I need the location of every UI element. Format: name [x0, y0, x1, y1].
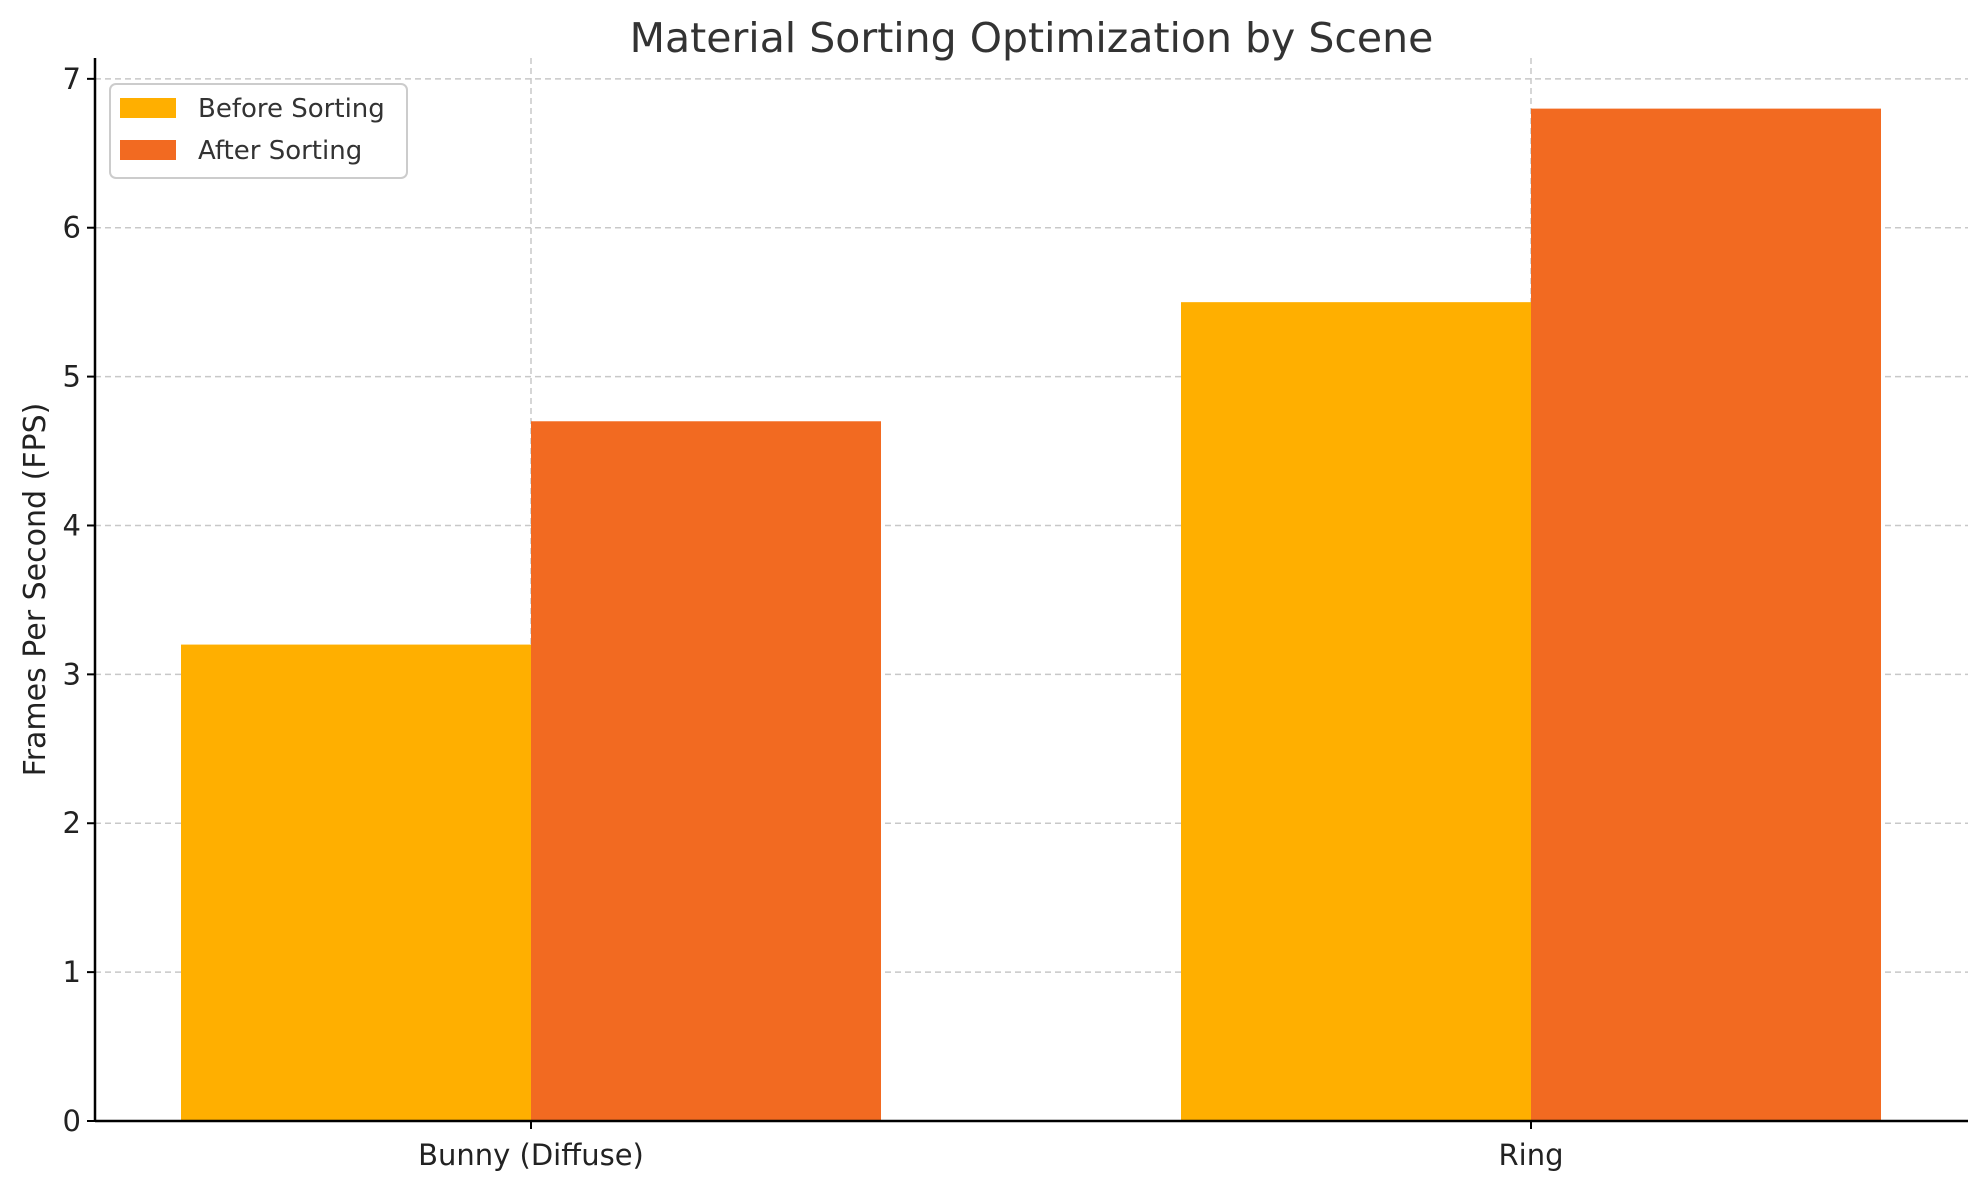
- bar-before-sorting-bunny-diffuse: [181, 644, 531, 1121]
- legend-box: [109, 83, 408, 179]
- y-tick-label: 5: [63, 360, 81, 394]
- y-tick-label: 7: [63, 62, 81, 96]
- x-tick-label: Ring: [1499, 1138, 1564, 1172]
- x-tick-label: Bunny (Diffuse): [418, 1138, 644, 1172]
- y-tick-label: 1: [63, 955, 81, 989]
- bar-after-sorting-ring: [1531, 108, 1881, 1122]
- y-tick-label: 2: [63, 806, 81, 840]
- y-tick-label: 0: [63, 1104, 81, 1138]
- ticks-layer: 0 1 2 3 4 5 6 7 Bunny (Diffuse) Ring: [63, 62, 1564, 1172]
- bars-layer: [181, 108, 1881, 1122]
- legend: Before Sorting After Sorting: [109, 83, 408, 179]
- legend-swatch: [120, 140, 176, 160]
- bar-before-sorting-ring: [1181, 302, 1531, 1121]
- legend-label: Before Sorting: [198, 94, 385, 124]
- y-axis-label: Frames Per Second (FPS): [18, 403, 53, 777]
- y-tick-label: 6: [63, 211, 81, 245]
- legend-label: After Sorting: [198, 136, 362, 166]
- y-tick-label: 4: [63, 508, 81, 542]
- chart-title: Material Sorting Optimization by Scene: [630, 14, 1434, 62]
- axes-layer: [93, 58, 1968, 1123]
- bar-after-sorting-bunny-diffuse: [531, 421, 881, 1121]
- y-tick-label: 3: [63, 657, 81, 691]
- legend-swatch: [120, 98, 176, 118]
